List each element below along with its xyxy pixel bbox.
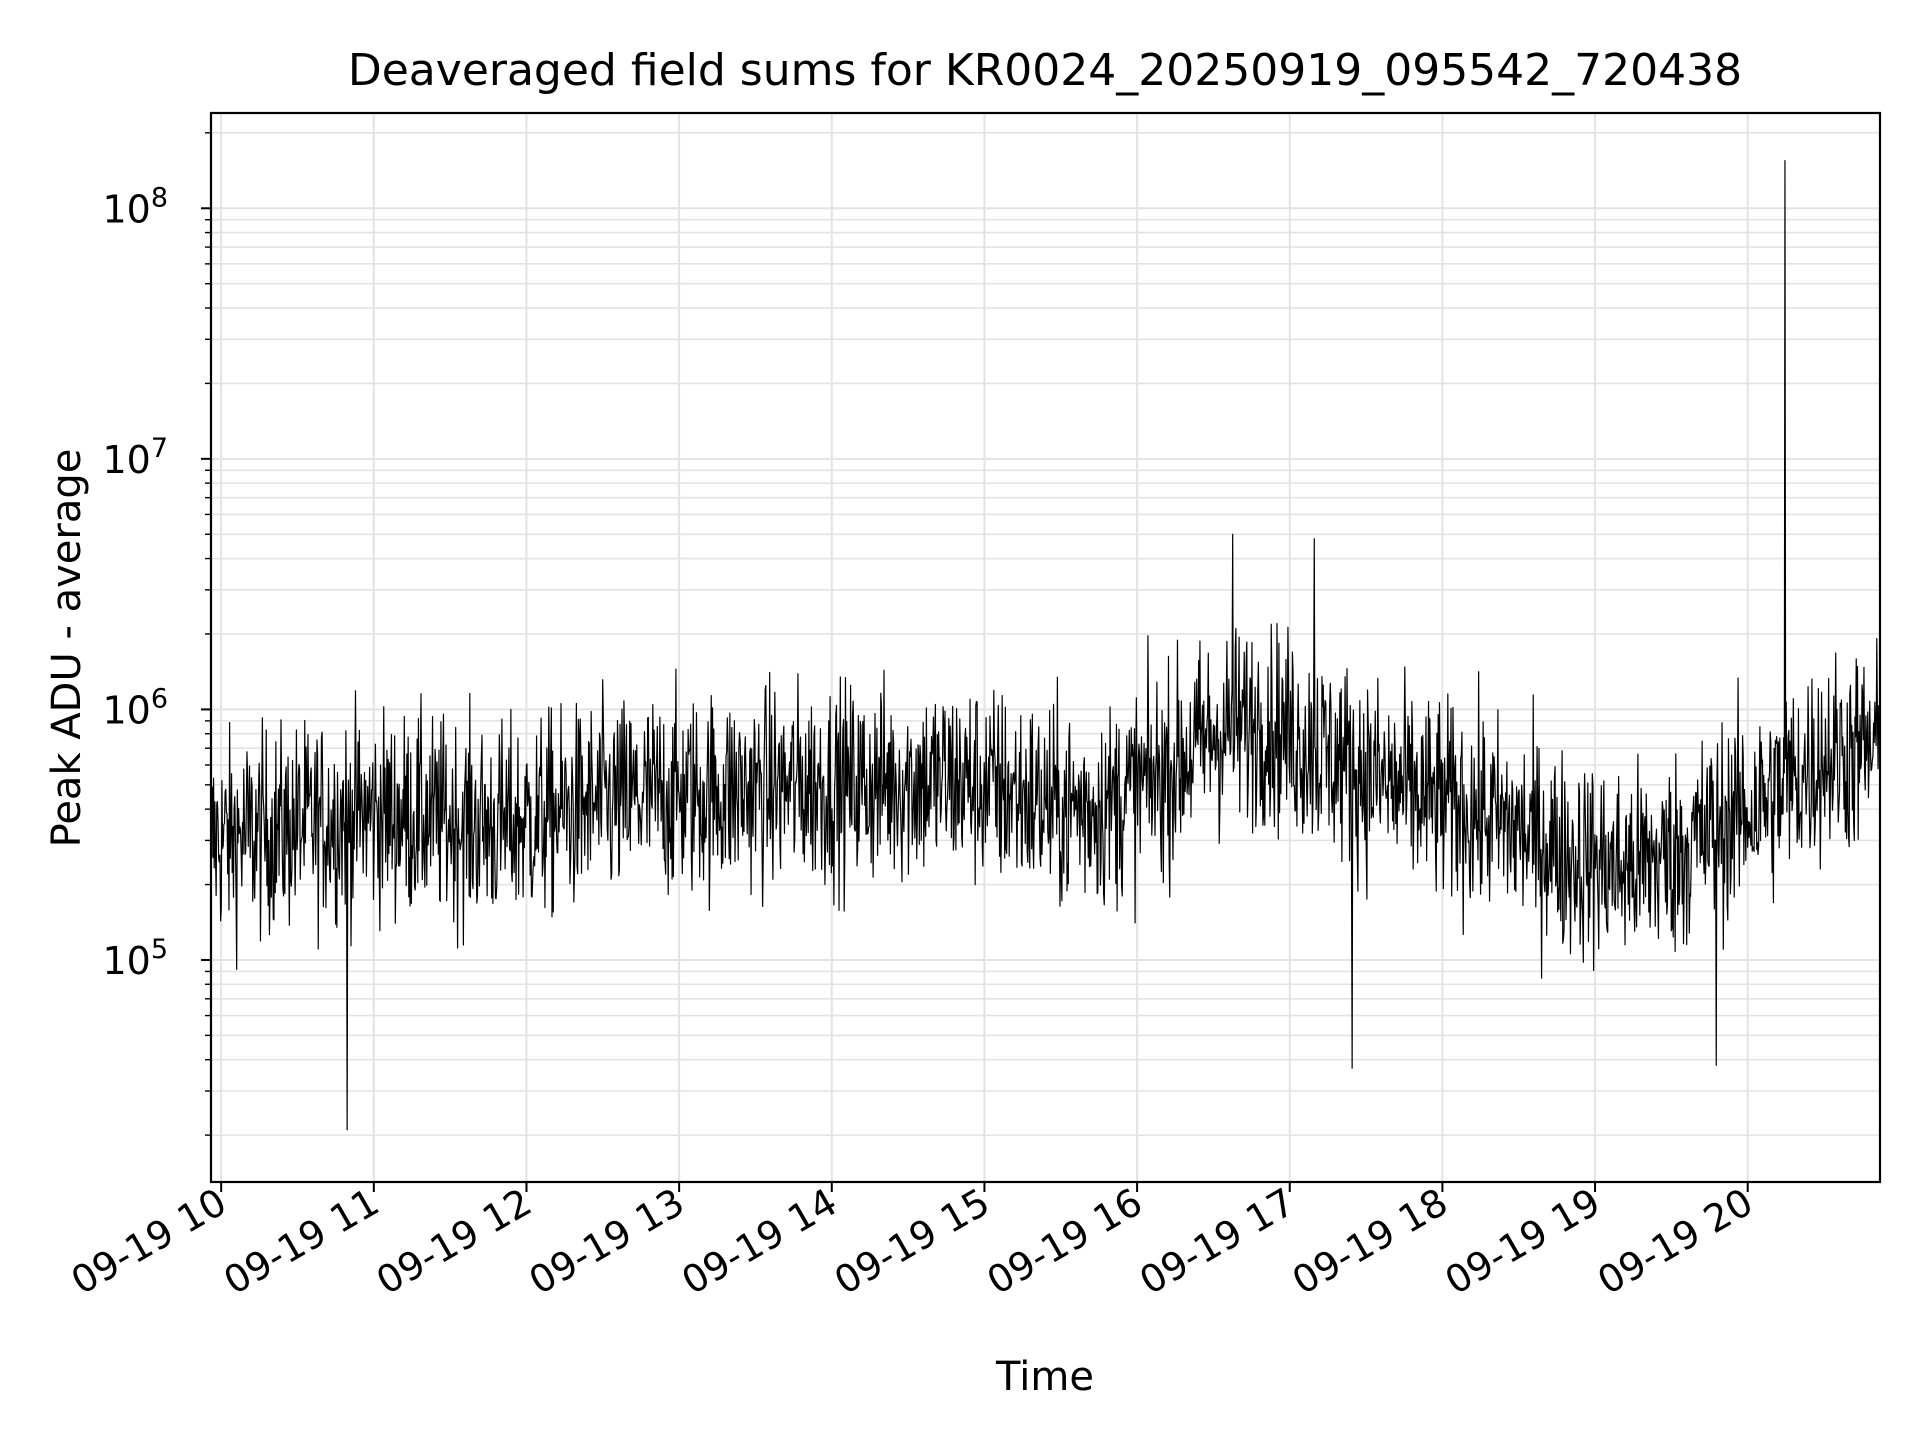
y-axis-label: Peak ADU - average xyxy=(44,449,90,848)
y-tick-label: 107 xyxy=(102,433,168,482)
series-layer xyxy=(210,159,1881,1131)
chart-title: Deaveraged field sums for KR0024_2025091… xyxy=(348,45,1742,96)
plot-frame xyxy=(209,111,1882,1184)
y-tick-label: 106 xyxy=(102,683,168,732)
x-axis-label: Time xyxy=(995,1354,1094,1400)
y-tick-label: 108 xyxy=(102,182,168,231)
series-line xyxy=(210,159,1881,1131)
y-tick-label: 105 xyxy=(102,934,168,983)
